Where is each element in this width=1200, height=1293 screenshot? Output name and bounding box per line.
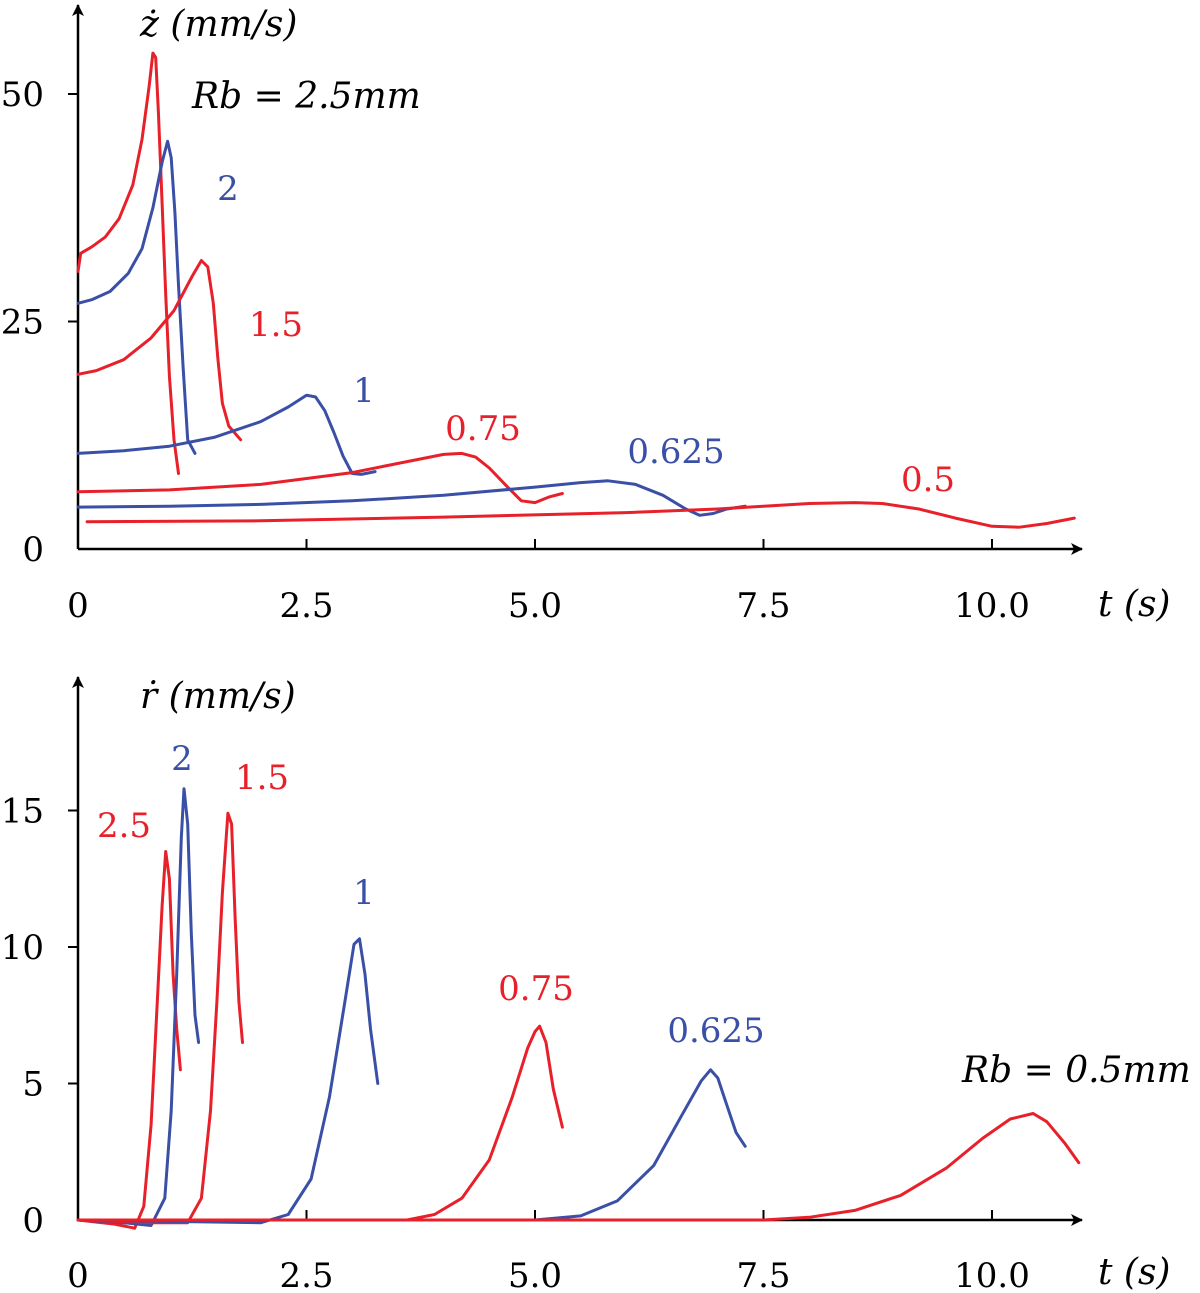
bottom-series-label-1-5: 1.5: [235, 758, 289, 798]
bottom-series-0-5: [76, 1112, 1081, 1222]
top-series-label-0-625: 0.625: [627, 432, 724, 472]
bottom-x-tick-label: 7.5: [736, 1256, 790, 1293]
top-x-tick-label: 10.0: [954, 586, 1030, 626]
bottom-series-label-0-75: 0.75: [498, 969, 574, 1009]
bottom-series-2-5: [76, 850, 182, 1230]
bottom-chart-panel: ṙ (mm/s) Rb = 0.5mm t (s) 0 2.5 5.0 7.5 10.0…: [1, 676, 1191, 1293]
top-x-tick-label: 5.0: [508, 586, 562, 626]
top-series-0-625: [76, 479, 747, 517]
top-series-0-75: [76, 451, 564, 505]
top-series-label-2: 2: [217, 169, 239, 209]
bottom-x-tick-label: 10.0: [954, 1256, 1030, 1293]
bottom-series-label-0-625: 0.625: [667, 1011, 764, 1051]
top-series-1-5: [76, 259, 243, 442]
top-chart-panel: ż (mm/s) Rb = 2.5mm t (s) 0 2.5 5.0 7.5 10.0…: [1, 4, 1170, 626]
bottom-x-tick-label: 5.0: [508, 1256, 562, 1293]
top-series-label-1-5: 1.5: [249, 305, 303, 345]
bottom-y-tick-label: 10: [1, 928, 44, 968]
top-y-tick-label: 0: [22, 530, 44, 570]
top-series-2-5: [76, 51, 180, 475]
bottom-x-tick-label: 2.5: [279, 1256, 333, 1293]
top-y-axis-title: ż (mm/s): [139, 4, 297, 45]
bottom-series-1-5: [76, 811, 244, 1225]
top-series-label-0-5: 0.5: [901, 460, 955, 500]
bottom-series-label-1: 1: [353, 873, 375, 913]
bottom-y-tick-label: 15: [1, 792, 44, 832]
bottom-series-1: [76, 937, 380, 1225]
bottom-radius-annotation: Rb = 0.5mm: [961, 1050, 1191, 1091]
bottom-y-axis-title: ṙ (mm/s): [140, 676, 296, 717]
bottom-series-label-2: 2: [171, 739, 193, 779]
top-series-label-0-75: 0.75: [445, 409, 521, 449]
top-series-2: [76, 139, 197, 455]
bottom-series-2: [76, 787, 201, 1227]
top-radius-annotation: Rb = 2.5mm: [191, 76, 421, 117]
top-y-tick-label: 25: [1, 303, 44, 343]
bottom-x-axis-title: t (s): [1098, 1252, 1170, 1293]
top-x-tick-label: 0: [67, 586, 89, 626]
bottom-x-tick-label: 0: [67, 1256, 89, 1293]
bottom-series-label-2-5: 2.5: [97, 806, 151, 846]
bottom-y-tick-label: 0: [22, 1201, 44, 1241]
top-x-tick-label: 2.5: [279, 586, 333, 626]
top-series-label-1: 1: [353, 371, 375, 411]
bottom-series-0-625: [76, 1068, 747, 1222]
top-series-0-5: [85, 501, 1076, 529]
top-x-axis-title: t (s): [1098, 584, 1170, 625]
top-series-1: [76, 393, 377, 476]
top-x-tick-label: 7.5: [736, 586, 790, 626]
top-y-tick-label: 50: [1, 75, 44, 115]
bottom-y-tick-label: 5: [22, 1065, 44, 1105]
